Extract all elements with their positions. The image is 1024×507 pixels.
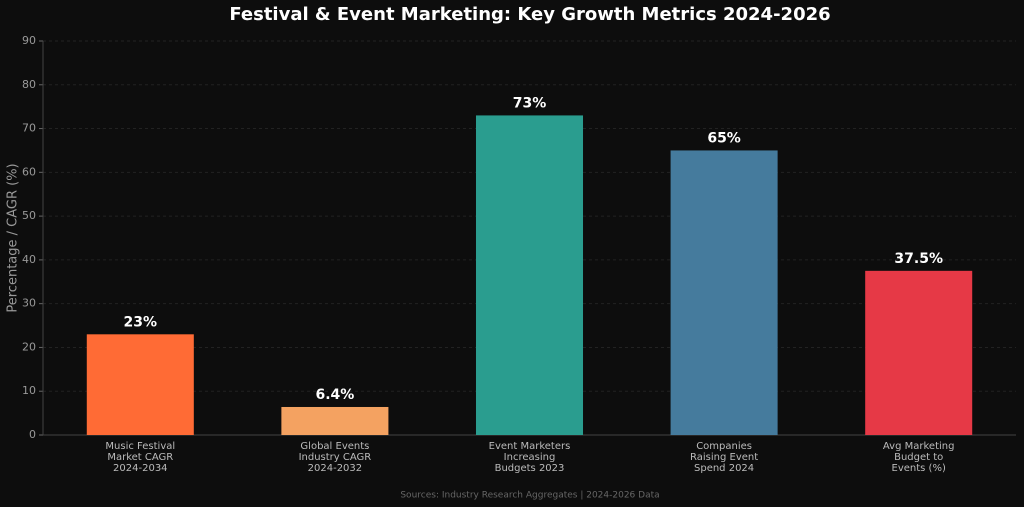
value-label: 37.5%	[894, 251, 943, 267]
bar	[670, 150, 778, 435]
y-tick-label: 30	[22, 297, 36, 310]
y-tick-label: 40	[22, 253, 36, 266]
value-label: 65%	[707, 130, 741, 146]
y-tick-label: 0	[29, 428, 36, 441]
y-tick-label: 50	[22, 209, 36, 222]
y-tick-label: 10	[22, 384, 36, 397]
y-tick-label: 70	[22, 122, 36, 135]
value-label: 73%	[513, 95, 547, 111]
bar	[475, 115, 584, 435]
value-label: 6.4%	[315, 387, 354, 403]
bar	[865, 270, 973, 435]
x-tick-label: Companies Raising Event Spend 2024	[690, 441, 758, 474]
x-tick-label: Event Marketers Increasing Budgets 2023	[489, 441, 571, 474]
x-tick-label: Avg Marketing Budget to Events (%)	[883, 441, 955, 474]
value-label: 23%	[124, 314, 158, 330]
x-tick-label: Global Events Industry CAGR 2024-2032	[299, 441, 372, 474]
y-tick-label: 80	[22, 78, 36, 91]
y-tick-label: 60	[22, 165, 36, 178]
bar	[281, 406, 389, 435]
y-tick-label: 20	[22, 340, 36, 353]
y-tick-label: 90	[22, 34, 36, 47]
x-tick-label: Music Festival Market CAGR 2024-2034	[105, 441, 175, 474]
bar	[86, 334, 194, 435]
y-axis-label: Percentage / CAGR (%)	[6, 163, 21, 312]
chart-title: Festival & Event Marketing: Key Growth M…	[229, 4, 830, 25]
source-note: Sources: Industry Research Aggregates | …	[400, 491, 659, 501]
